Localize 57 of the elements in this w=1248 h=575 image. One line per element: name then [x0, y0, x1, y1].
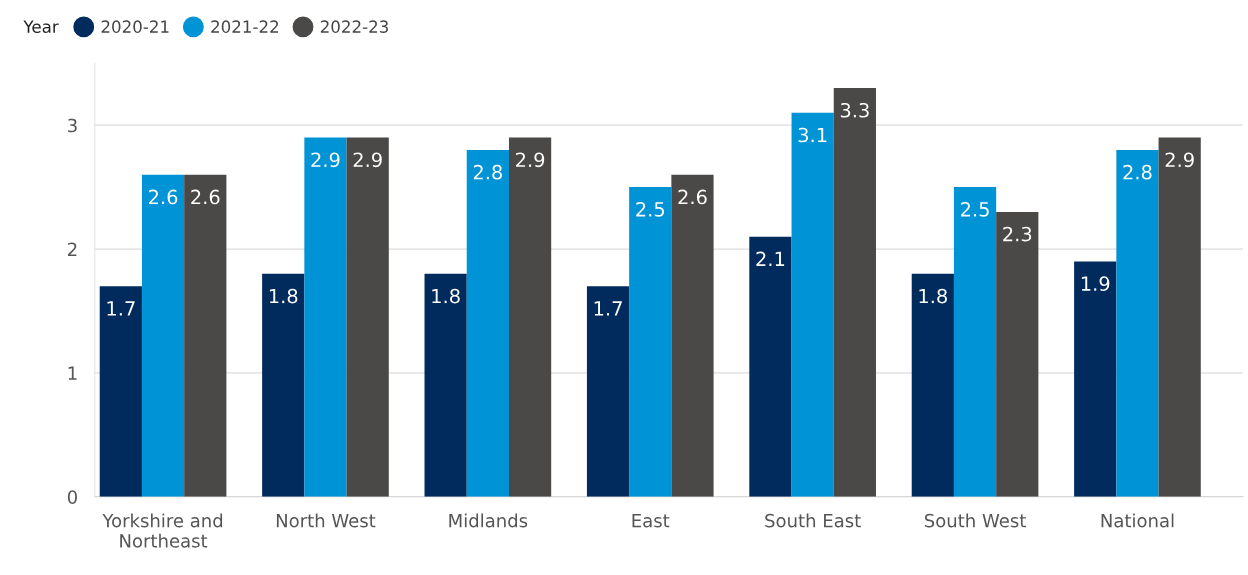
- x-tick-label: North West: [276, 513, 376, 528]
- data-label: 1.7: [594, 301, 622, 316]
- bar: [791, 112, 834, 497]
- data-label: 2.9: [311, 152, 340, 168]
- legend-label: 2022-23: [320, 20, 388, 33]
- bar: [262, 273, 305, 497]
- data-label: 2.9: [516, 152, 545, 168]
- data-label: 1.8: [919, 288, 947, 304]
- bar: [833, 88, 876, 497]
- bar: [346, 137, 389, 497]
- y-tick-label: 0: [67, 490, 77, 504]
- data-label: 1.9: [1081, 276, 1110, 292]
- bar: [304, 137, 347, 497]
- data-label: 2.5: [961, 201, 989, 217]
- bar: [99, 286, 142, 497]
- bar: [629, 187, 672, 497]
- data-label: 3.1: [798, 127, 827, 143]
- bar: [466, 149, 509, 497]
- bar: [1116, 149, 1159, 497]
- data-label: 2.8: [473, 164, 502, 180]
- bar: [1158, 137, 1201, 497]
- legend-title: Year: [23, 20, 59, 33]
- bar: [996, 211, 1039, 497]
- y-tick-label: 2: [68, 242, 77, 256]
- x-tick-label: Midlands: [449, 513, 528, 528]
- data-label: 2.3: [1003, 226, 1032, 242]
- data-label: 1.7: [107, 301, 135, 316]
- bar: [508, 137, 552, 497]
- data-label: 2.9: [1165, 152, 1194, 168]
- x-tick-label: East: [632, 514, 670, 528]
- data-label: 2.1: [756, 251, 785, 266]
- bar: [184, 174, 227, 497]
- bar: [749, 236, 792, 497]
- x-tick-label: National: [1101, 513, 1174, 528]
- data-label: 1.8: [269, 288, 298, 304]
- legend-label: 2020-21: [101, 20, 169, 33]
- bar: [671, 174, 714, 497]
- data-label: 3.3: [840, 102, 869, 118]
- bar: [141, 174, 185, 497]
- bar: [1074, 261, 1117, 497]
- data-label: 2.5: [636, 201, 665, 217]
- bar: [586, 286, 630, 497]
- legend-label: 2021-22: [211, 20, 278, 33]
- y-tick-label: 3: [68, 118, 77, 133]
- bar: [953, 187, 997, 497]
- data-label: 1.8: [432, 288, 460, 304]
- y-tick-label: 1: [68, 366, 77, 380]
- x-tick-label: South East: [765, 513, 861, 528]
- data-label: 2.6: [149, 189, 178, 205]
- data-label: 2.6: [678, 189, 707, 205]
- x-tick-label: Yorkshire and Northeast: [102, 513, 223, 548]
- x-tick-label: South West: [924, 513, 1026, 528]
- data-label: 2.9: [353, 152, 382, 168]
- data-label: 2.6: [191, 189, 220, 205]
- bar: [911, 273, 954, 497]
- bar: [424, 273, 467, 497]
- data-label: 2.8: [1123, 164, 1152, 180]
